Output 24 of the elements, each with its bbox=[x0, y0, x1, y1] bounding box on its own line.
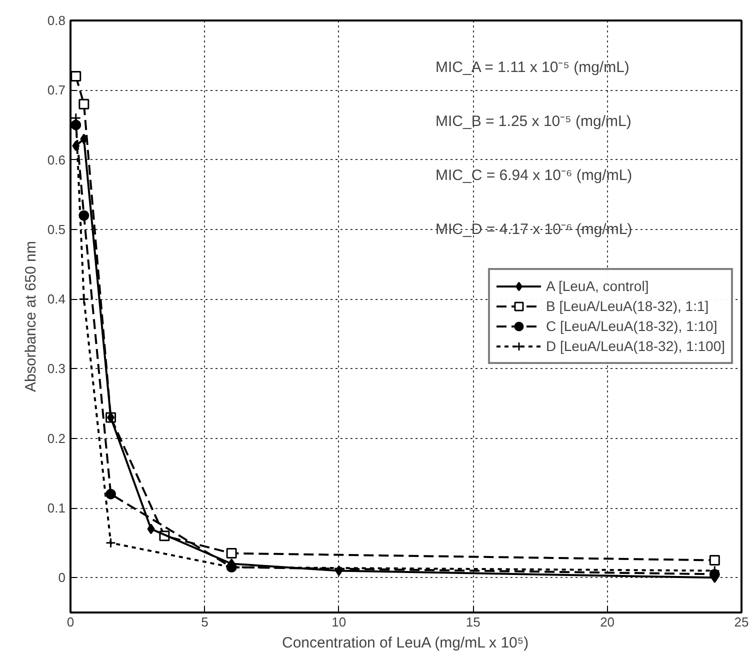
y-tick-label: 0 bbox=[58, 570, 66, 586]
x-tick-label: 25 bbox=[734, 614, 749, 630]
y-axis-title: Absorbance at 650 nm bbox=[22, 241, 40, 392]
legend-label: B [LeuA/LeuA(18-32), 1:1] bbox=[546, 298, 709, 314]
y-tick-label: 0.6 bbox=[47, 152, 66, 168]
y-tick-label: 0.8 bbox=[47, 13, 66, 28]
legend-label: C [LeuA/LeuA(18-32), 1:10] bbox=[546, 318, 718, 334]
x-tick-label: 15 bbox=[466, 614, 480, 630]
annotation: MIC_C = 6.94 x 10⁻⁶ (mg/mL) bbox=[436, 167, 632, 184]
annotation: MIC_A = 1.11 x 10⁻⁵ (mg/mL) bbox=[436, 59, 630, 76]
legend-label: A [LeuA, control] bbox=[546, 278, 649, 294]
annotation: MIC_D = 4.17 x 10⁻⁶ (mg/mL) bbox=[436, 221, 632, 238]
x-axis-title: Concentration of LeuA (mg/mL x 10⁵) bbox=[282, 634, 529, 652]
y-tick-label: 0.1 bbox=[47, 500, 66, 516]
x-tick-label: 20 bbox=[600, 614, 615, 630]
y-tick-label: 0.7 bbox=[47, 82, 66, 98]
x-tick-label: 5 bbox=[201, 614, 208, 630]
legend-label: D [LeuA/LeuA(18-32), 1:100] bbox=[546, 338, 725, 354]
y-tick-label: 0.3 bbox=[47, 361, 66, 376]
y-tick-label: 0.4 bbox=[47, 292, 66, 307]
annotation: MIC_B = 1.25 x 10⁻⁵ (mg/mL) bbox=[436, 113, 632, 130]
x-tick-label: 10 bbox=[332, 614, 346, 630]
y-tick-label: 0.2 bbox=[47, 430, 66, 446]
y-tick-label: 0.5 bbox=[47, 222, 66, 237]
